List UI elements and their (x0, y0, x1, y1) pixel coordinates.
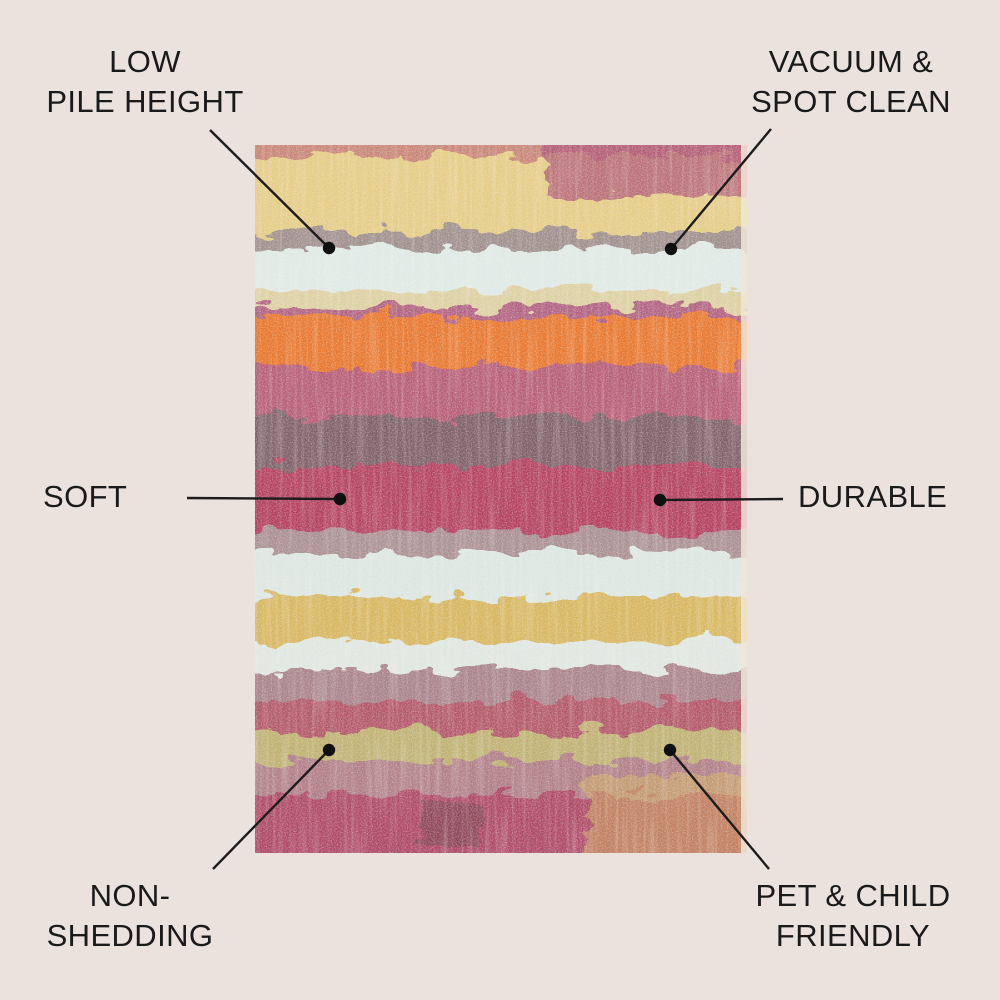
callout-text-line: DURABLE (798, 479, 948, 514)
callout-label-soft: SOFT (43, 477, 127, 517)
callout-text-line: SOFT (43, 479, 128, 514)
callout-text-line: SHEDDING (46, 918, 214, 953)
rug-image (255, 145, 747, 853)
callout-label-pet-child-friendly: PET & CHILD FRIENDLY (722, 876, 984, 956)
callout-text-line: FRIENDLY (775, 918, 931, 953)
rug-red-speckle (255, 145, 747, 853)
callout-text-line: LOW (109, 44, 181, 79)
callout-text-line: NON- (89, 878, 171, 913)
callout-text-line: VACUUM & (768, 44, 934, 79)
callout-label-low-pile-height: LOW PILE HEIGHT (20, 42, 270, 122)
callout-label-non-shedding: NON- SHEDDING (5, 876, 255, 956)
callout-label-vacuum-spot-clean: VACUUM & SPOT CLEAN (720, 42, 982, 122)
callout-text-line: PILE HEIGHT (46, 84, 244, 119)
callout-text-line: SPOT CLEAN (751, 84, 951, 119)
rug-selvedge-edge (741, 145, 747, 853)
callout-text-line: PET & CHILD (755, 878, 951, 913)
callout-label-durable: DURABLE (798, 477, 947, 517)
